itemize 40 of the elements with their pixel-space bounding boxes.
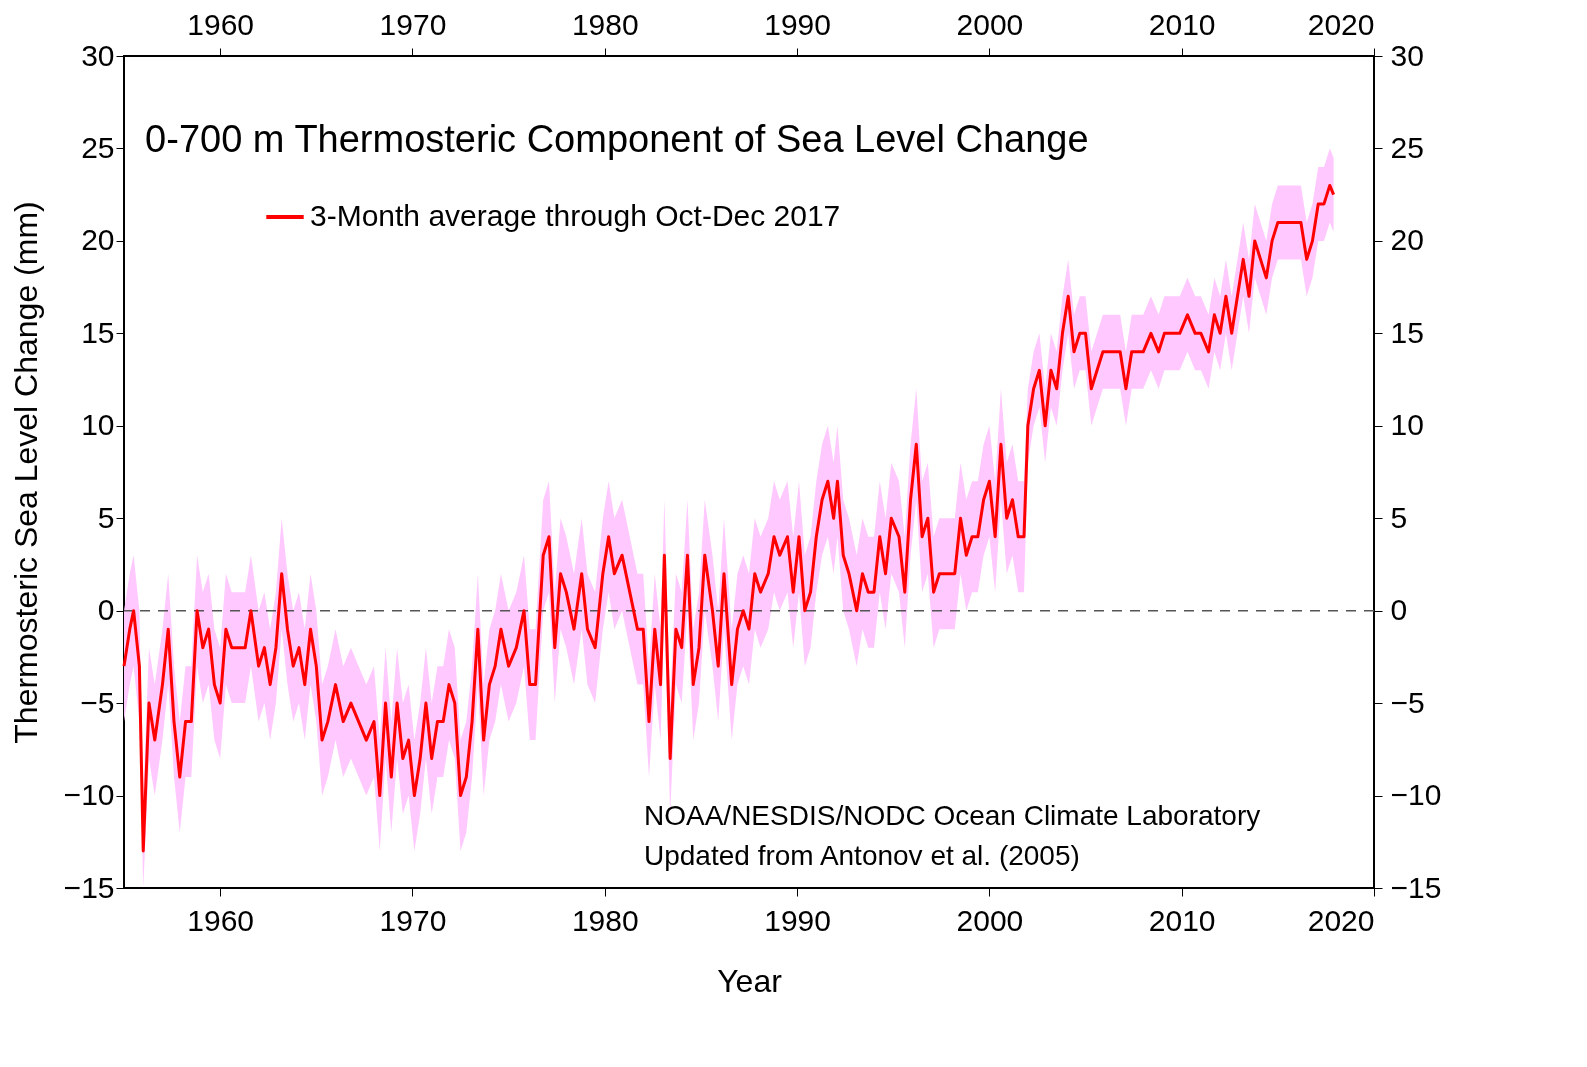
legend-label: 3-Month average through Oct-Dec 2017 [310,199,841,232]
x-tick-label: 2020 [1307,903,1375,937]
x-tick-label: 2010 [1148,903,1216,937]
y2-tick-label: −10 [1390,778,1442,812]
x-tick-label: 1970 [379,903,447,937]
x2-tick-label: 2020 [1307,7,1375,41]
y2-tick-label: 15 [1390,315,1424,349]
x2-tick-label: 2010 [1148,7,1216,41]
y2-tick-label: 20 [1390,223,1424,257]
x-tick-label: 1980 [571,903,639,937]
x2-tick-label: 2000 [956,7,1024,41]
y2-tick-label: 5 [1390,500,1408,534]
x2-tick-label: 1970 [379,7,447,41]
y2-tick-label: 0 [1390,593,1408,627]
y-tick-label: 20 [81,223,115,257]
y-tick-label: 15 [81,315,115,349]
y2-tick-label: −5 [1390,685,1425,719]
x2-tick-label: 1960 [187,7,255,41]
x-tick-label: 1990 [764,903,831,937]
y2-tick-label: −15 [1390,870,1442,904]
y-tick-label: 5 [97,500,115,534]
text: 0-700 m Thermosteric Component of Sea Level Change [145,118,1089,160]
y2-tick-label: 10 [1390,408,1424,442]
x-axis-title: Year [717,962,783,999]
x-tick-label: 1960 [187,903,255,937]
y-tick-label: 0 [97,593,115,627]
annotation: NOAA/NESDIS/NODC Ocean Climate Laboratory [644,800,1261,831]
y-tick-label: 30 [81,38,115,72]
y-tick-label: 25 [81,130,115,164]
y-tick-label: −15 [63,870,115,904]
y-axis-title: Thermosteric Sea Level Change (mm) [7,201,44,744]
annotation: Updated from Antonov et al. (2005) [644,840,1080,871]
y-tick-label: −10 [63,778,115,812]
x2-tick-label: 1990 [764,7,831,41]
y2-tick-label: 30 [1390,38,1424,72]
x-tick-label: 2000 [956,903,1024,937]
x2-tick-label: 1980 [571,7,639,41]
y-tick-label: −5 [80,685,115,719]
y-tick-label: 10 [81,408,115,442]
y2-tick-label: 25 [1390,130,1424,164]
